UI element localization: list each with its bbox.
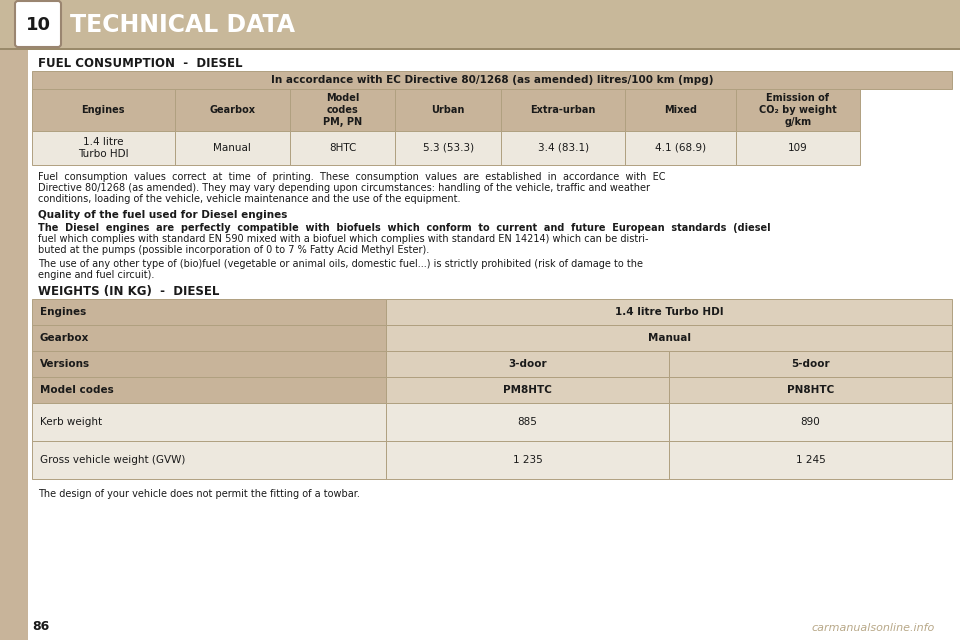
Bar	[32, 89, 175, 131]
Text: 109: 109	[788, 143, 807, 153]
Text: In accordance with EC Directive 80/1268 (as amended) litres/100 km (mpg): In accordance with EC Directive 80/1268 …	[271, 75, 713, 85]
Bar	[0, 0, 960, 48]
Text: TECHNICAL DATA: TECHNICAL DATA	[70, 13, 295, 37]
Text: Gearbox: Gearbox	[209, 105, 255, 115]
Text: buted at the pumps (possible incorporation of 0 to 7 % Fatty Acid Methyl Ester).: buted at the pumps (possible incorporati…	[38, 245, 429, 255]
Bar	[175, 89, 290, 131]
Text: engine and fuel circuit).: engine and fuel circuit).	[38, 270, 155, 280]
Text: PN8HTC: PN8HTC	[787, 385, 834, 395]
Bar	[669, 351, 952, 377]
Bar	[386, 351, 669, 377]
Text: Model
codes
PM, PN: Model codes PM, PN	[323, 93, 362, 127]
Bar	[625, 131, 735, 165]
Bar	[669, 377, 952, 403]
Text: Model codes: Model codes	[40, 385, 113, 395]
Bar	[175, 131, 290, 165]
Bar	[32, 299, 386, 325]
Bar	[32, 403, 386, 441]
Bar	[386, 299, 952, 325]
Text: 86: 86	[32, 620, 49, 633]
Text: 1.4 litre
Turbo HDI: 1.4 litre Turbo HDI	[78, 137, 129, 159]
Bar	[290, 89, 396, 131]
Text: Fuel  consumption  values  correct  at  time  of  printing.  These  consumption : Fuel consumption values correct at time …	[38, 172, 665, 182]
Bar	[735, 89, 860, 131]
Text: Manual: Manual	[213, 143, 251, 153]
Bar	[501, 89, 625, 131]
Text: Quality of the fuel used for Diesel engines: Quality of the fuel used for Diesel engi…	[38, 210, 287, 220]
Text: 1.4 litre Turbo HDI: 1.4 litre Turbo HDI	[614, 307, 724, 317]
Text: FUEL CONSUMPTION  -  DIESEL: FUEL CONSUMPTION - DIESEL	[38, 57, 243, 70]
Text: 4.1 (68.9): 4.1 (68.9)	[655, 143, 707, 153]
Text: Manual: Manual	[648, 333, 690, 343]
Text: PM8HTC: PM8HTC	[503, 385, 552, 395]
Bar	[396, 89, 501, 131]
Bar	[0, 48, 960, 50]
Text: 1 235: 1 235	[513, 455, 542, 465]
Text: fuel which complies with standard EN 590 mixed with a biofuel which complies wit: fuel which complies with standard EN 590…	[38, 234, 649, 244]
Text: Mixed: Mixed	[664, 105, 697, 115]
Bar	[625, 89, 735, 131]
Bar	[32, 325, 386, 351]
Text: 3.4 (83.1): 3.4 (83.1)	[538, 143, 588, 153]
Text: 10: 10	[26, 16, 51, 34]
Text: WEIGHTS (IN KG)  -  DIESEL: WEIGHTS (IN KG) - DIESEL	[38, 285, 220, 298]
Bar	[386, 377, 669, 403]
Bar	[32, 71, 952, 89]
Text: Extra-urban: Extra-urban	[531, 105, 596, 115]
Bar	[0, 50, 28, 640]
Bar	[32, 131, 175, 165]
Text: 885: 885	[517, 417, 538, 427]
Bar	[32, 351, 386, 377]
Bar	[290, 131, 396, 165]
Text: The use of any other type of (bio)fuel (vegetable or animal oils, domestic fuel.: The use of any other type of (bio)fuel (…	[38, 259, 643, 269]
Bar	[669, 403, 952, 441]
Text: 5-door: 5-door	[791, 359, 829, 369]
Text: Emission of
CO₂ by weight
g/km: Emission of CO₂ by weight g/km	[759, 93, 837, 127]
FancyBboxPatch shape	[15, 1, 61, 47]
Bar	[501, 131, 625, 165]
Text: The  Diesel  engines  are  perfectly  compatible  with  biofuels  which  conform: The Diesel engines are perfectly compati…	[38, 223, 771, 233]
Text: Kerb weight: Kerb weight	[40, 417, 102, 427]
Text: 5.3 (53.3): 5.3 (53.3)	[422, 143, 474, 153]
Bar	[386, 325, 952, 351]
Text: Gross vehicle weight (GVW): Gross vehicle weight (GVW)	[40, 455, 185, 465]
Text: 890: 890	[801, 417, 821, 427]
Bar	[32, 441, 386, 479]
Text: Gearbox: Gearbox	[40, 333, 89, 343]
Text: Engines: Engines	[40, 307, 86, 317]
Text: Urban: Urban	[432, 105, 465, 115]
Bar	[669, 441, 952, 479]
Text: carmanualsonline.info: carmanualsonline.info	[812, 623, 935, 633]
Text: 3-door: 3-door	[509, 359, 547, 369]
Text: Engines: Engines	[82, 105, 125, 115]
Bar	[386, 403, 669, 441]
Bar	[386, 441, 669, 479]
Text: 8HTC: 8HTC	[329, 143, 356, 153]
Bar	[396, 131, 501, 165]
Text: conditions, loading of the vehicle, vehicle maintenance and the use of the equip: conditions, loading of the vehicle, vehi…	[38, 194, 461, 204]
Text: 1 245: 1 245	[796, 455, 826, 465]
Bar	[735, 131, 860, 165]
Bar	[32, 377, 386, 403]
Text: Versions: Versions	[40, 359, 90, 369]
Text: The design of your vehicle does not permit the fitting of a towbar.: The design of your vehicle does not perm…	[38, 489, 360, 499]
Text: Directive 80/1268 (as amended). They may vary depending upon circumstances: hand: Directive 80/1268 (as amended). They may…	[38, 183, 650, 193]
